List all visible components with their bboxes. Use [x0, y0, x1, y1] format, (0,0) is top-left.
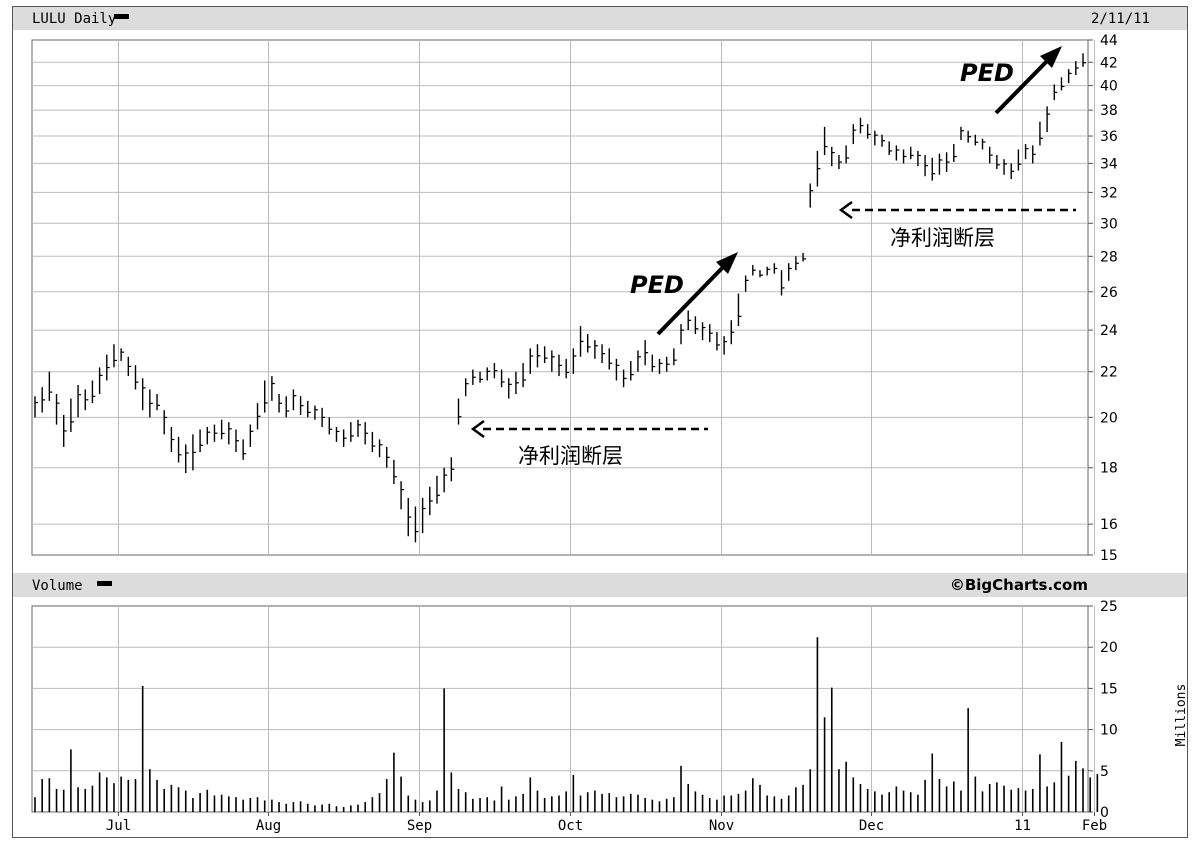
- ped-annotation-1: PED: [630, 252, 738, 336]
- gap-2-label: 净利润断层: [890, 226, 995, 250]
- price-tick-label: 32: [1100, 185, 1118, 201]
- price-tick-label: 38: [1100, 103, 1118, 119]
- gap-2-arrow-head: [838, 200, 853, 220]
- price-header-bar: [13, 7, 1187, 30]
- volume-tick-label: 25: [1100, 599, 1118, 615]
- ped-annotation-2: PED: [960, 46, 1062, 115]
- x-tick-label: Aug: [256, 818, 281, 834]
- x-tick-label: Oct: [558, 818, 583, 834]
- x-tick-label: Nov: [709, 818, 734, 834]
- price-tick-label: 42: [1100, 55, 1118, 71]
- price-tick-label: 20: [1100, 410, 1118, 426]
- ped-arrow-2-shaft: [994, 54, 1054, 115]
- title-marker: [114, 14, 129, 19]
- x-tick-label: Dec: [859, 818, 884, 834]
- price-tick-label: 15: [1100, 548, 1118, 564]
- price-plot-area: [31, 39, 1089, 556]
- chart-date: 2/11/11: [1091, 11, 1150, 27]
- price-tick-label: 22: [1100, 365, 1118, 381]
- price-grid: [32, 40, 1095, 555]
- volume-plot-area: [31, 605, 1089, 813]
- volume-header-bar: [13, 573, 1187, 597]
- ped-label-1: PED: [630, 271, 684, 299]
- volume-tick-label: 0: [1100, 805, 1109, 821]
- volume-tick-label: 5: [1100, 764, 1109, 780]
- x-tick-label: 11: [1014, 818, 1031, 834]
- volume-grid: [32, 606, 1095, 812]
- x-tick-label: Sep: [407, 818, 432, 834]
- price-tick-label: 16: [1100, 517, 1118, 533]
- chart-frame: [12, 6, 1188, 838]
- price-tick-label: 24: [1100, 323, 1118, 339]
- gap-annotation-2: 净利润断层: [838, 200, 1076, 250]
- price-tick-label: 36: [1100, 129, 1118, 145]
- gap-annotation-1: 净利润断层: [470, 419, 708, 468]
- ped-arrow-1-shaft: [656, 260, 730, 336]
- x-axis: Jul Aug Sep Oct Nov Dec 11 Feb: [106, 812, 1107, 834]
- price-tick-label: 18: [1100, 461, 1118, 477]
- x-tick-label: Feb: [1082, 818, 1107, 834]
- volume-tick-label: 10: [1100, 723, 1118, 739]
- x-tick-label: Jul: [106, 818, 131, 834]
- price-tick-label: 30: [1100, 216, 1118, 232]
- gap-1-arrow-head: [470, 419, 485, 439]
- source-label: ©BigCharts.com: [950, 576, 1088, 594]
- price-tick-label: 44: [1100, 33, 1118, 49]
- ped-label-2: PED: [960, 59, 1014, 87]
- price-tick-label: 26: [1100, 285, 1118, 301]
- gap-1-label: 净利润断层: [518, 444, 623, 468]
- volume-ylabel: Millions: [1174, 684, 1189, 747]
- volume-tick-label: 20: [1100, 640, 1118, 656]
- volume-y-axis: 0 5 10 15 20 25: [1088, 599, 1118, 821]
- price-bars: [34, 53, 1086, 543]
- price-tick-label: 28: [1100, 249, 1118, 265]
- price-tick-label: 40: [1100, 79, 1118, 95]
- ped-arrow-2-head: [1040, 46, 1062, 68]
- chart-title: LULU Daily: [32, 11, 116, 27]
- price-y-axis: 15 16 18 20 22 24 26 28 30 32 34 36 38 40 42 44: [1088, 33, 1118, 564]
- volume-title-marker: [97, 581, 112, 586]
- volume-tick-label: 15: [1100, 681, 1118, 697]
- volume-title: Volume: [32, 578, 83, 594]
- price-tick-label: 34: [1100, 156, 1118, 172]
- volume-bars: [34, 637, 1099, 812]
- ped-arrow-1-head: [716, 252, 738, 274]
